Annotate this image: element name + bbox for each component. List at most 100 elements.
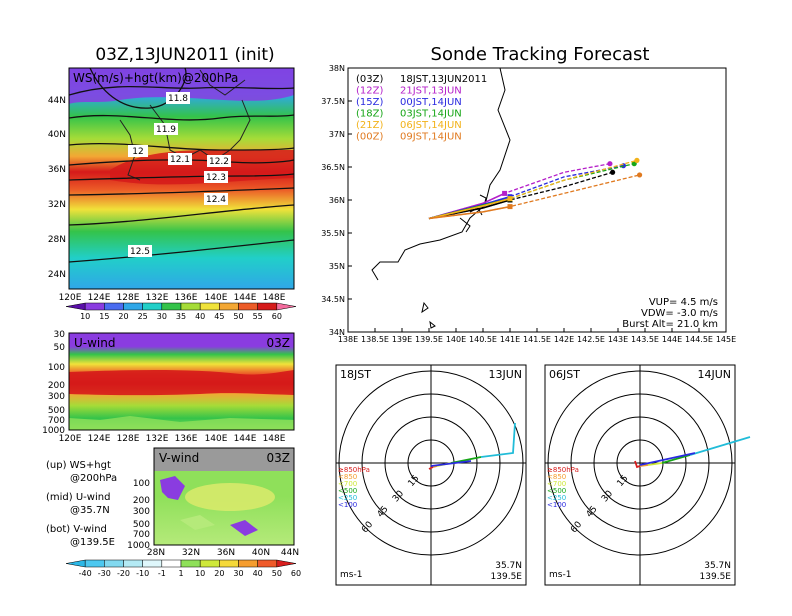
param-vup: VUP= 4.5 m/s <box>649 297 718 308</box>
colorbar-label: 35 <box>176 312 186 321</box>
map-lat-tick: 32N <box>48 200 66 210</box>
x-tick-label: 139E <box>392 335 412 344</box>
vwind-lat-tick: 28N <box>147 548 165 558</box>
track-panel: (03Z) 18JST,13JUN2011 (12Z) 21JST,13JUN (15Z… <box>321 64 736 344</box>
uwind-lon-tick: 128E <box>117 434 140 444</box>
colorbar-swatch <box>199 302 220 311</box>
note-line: @139.5E <box>70 537 115 548</box>
vwind-lat-tick: 44N <box>281 548 299 558</box>
track-landing-point <box>607 161 613 167</box>
panel-notes: (up) WS+hgt @200hPa (mid) U-wind @35.7N … <box>46 460 117 548</box>
colorbar-swatch <box>180 302 201 311</box>
colorbar-label: -10 <box>136 569 149 578</box>
map-lat-tick: 44N <box>48 96 66 106</box>
vwind-p-tick: 700 <box>133 530 150 540</box>
vwind-time: 03Z <box>267 451 291 465</box>
hodo-trace <box>661 454 691 464</box>
track-legend: (03Z) 18JST,13JUN2011 (12Z) 21JST,13JUN (15Z… <box>356 74 487 143</box>
colorbar-label: 40 <box>195 312 205 321</box>
hodo-trace <box>647 462 663 466</box>
colorbar-swatch <box>161 559 182 568</box>
uwind-p-tick: 100 <box>48 363 65 373</box>
colorbar-swatch <box>84 559 105 568</box>
uwind-lon-tick: 132E <box>146 434 169 444</box>
colorbar-label: 25 <box>138 312 148 321</box>
colorbar-label: 30 <box>157 312 167 321</box>
vwind-p-tick: 300 <box>133 507 150 517</box>
hodo-trace <box>689 436 751 456</box>
colorbar-swatch <box>142 559 163 568</box>
track-burst-point <box>507 204 513 210</box>
legend-code: (12Z) <box>356 86 383 97</box>
ws-map-panel: WS(m/s)+hgt(km)@200hPa 11.8 11.9 12 12.1… <box>48 67 295 303</box>
colorbar-swatch <box>123 559 143 568</box>
x-tick-label: 143E <box>608 335 628 344</box>
uwind-lon-tick: 120E <box>59 434 82 444</box>
colorbar-swatch <box>161 302 182 311</box>
uwind-time: 03Z <box>267 336 291 350</box>
uwind-p-tick: 200 <box>48 381 65 391</box>
hodo-trace <box>639 464 649 467</box>
legend-time: 00JST,14JUN <box>400 97 462 108</box>
hodo-lon: 139.5E <box>700 572 732 582</box>
x-tick-label: 141.5E <box>523 335 551 344</box>
hodo-trace <box>480 422 516 458</box>
colorbar-label: -20 <box>117 569 130 578</box>
map-lon-tick: 148E <box>263 293 286 303</box>
hodo-level-label: <100 <box>547 501 566 509</box>
x-tick-label: 144E <box>662 335 682 344</box>
colorbar-label: 1 <box>178 569 183 578</box>
x-tick-label: 144.5E <box>685 335 713 344</box>
hodo-trace <box>639 452 696 466</box>
uwind-lon-tick: 148E <box>263 434 286 444</box>
legend-time: 06JST,14JUN <box>400 120 462 131</box>
colorbar-swatch <box>238 559 258 568</box>
colorbar-label: 55 <box>253 312 263 321</box>
colorbar-swatch <box>276 302 297 311</box>
hodo-lon: 139.5E <box>491 572 523 582</box>
hodo-date: 14JUN <box>697 368 731 381</box>
colorbar-swatch <box>219 302 239 311</box>
colorbar-swatch <box>84 302 105 311</box>
hodo-trace <box>634 460 641 469</box>
speed-colorbar: 10 15 20 25 30 35 40 45 50 55 60 <box>65 302 297 321</box>
y-tick-label: 37N <box>329 130 345 139</box>
uwind-lon-tick: 140E <box>205 434 228 444</box>
colorbar-label: 45 <box>214 312 224 321</box>
legend-code: (15Z) <box>356 97 383 108</box>
y-tick-label: 34.5N <box>321 295 345 304</box>
init-title: 03Z,13JUN2011 (init) <box>95 45 274 65</box>
map-lat-tick: 40N <box>48 130 66 140</box>
hodo-level-label: <850 <box>547 473 566 481</box>
vwind-lat-tick: 36N <box>217 548 235 558</box>
note-line: @200hPa <box>70 473 117 484</box>
colorbar-label: 20 <box>118 312 128 321</box>
y-tick-label: 38N <box>329 64 345 73</box>
x-tick-label: 138E <box>338 335 358 344</box>
colorbar-label: 30 <box>233 569 243 578</box>
hodo-lat: 35.7N <box>495 561 522 571</box>
colorbar-swatch <box>257 302 278 311</box>
note-line: (mid) U-wind <box>46 492 110 503</box>
track-ascent-line <box>428 197 511 220</box>
x-tick-label: 141E <box>500 335 520 344</box>
param-burst: Burst Alt= 21.0 km <box>622 319 718 330</box>
hodo-lat: 35.7N <box>704 561 731 571</box>
colorbar-label: 15 <box>99 312 109 321</box>
vwind-p-tick: 500 <box>133 520 150 530</box>
map-lat-tick: 24N <box>48 270 66 280</box>
vwind-p-tick: 100 <box>133 479 150 489</box>
colorbar-label: 50 <box>233 312 243 321</box>
vwind-label: V-wind <box>159 451 199 465</box>
note-line: (bot) V-wind <box>46 524 107 535</box>
uwind-panel: U-wind 03Z 30 50 100 200 300 500 700 100… <box>42 330 295 444</box>
ws-map-label: WS(m/s)+hgt(km)@200hPa <box>73 71 238 85</box>
legend-code: (21Z) <box>356 120 383 131</box>
note-line: (up) WS+hgt <box>46 460 111 471</box>
track-landing-point <box>610 169 616 175</box>
map-lon-tick: 144E <box>234 293 257 303</box>
map-lon-tick: 132E <box>146 293 169 303</box>
legend-time: 03JST,14JUN <box>400 109 462 120</box>
